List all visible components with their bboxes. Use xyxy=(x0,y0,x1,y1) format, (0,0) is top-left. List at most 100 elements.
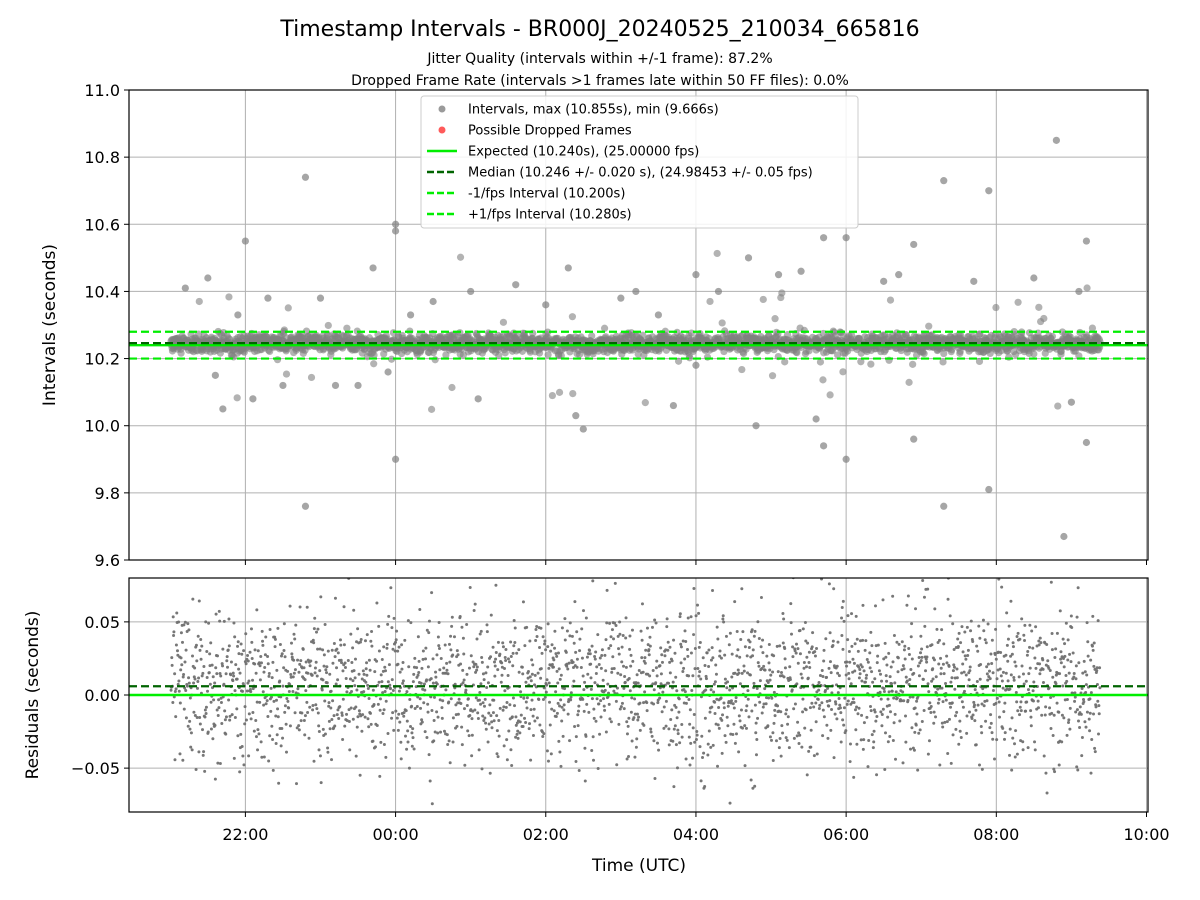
data-point xyxy=(672,785,676,789)
data-point xyxy=(436,715,440,719)
data-point xyxy=(835,664,839,668)
data-point xyxy=(286,699,290,703)
data-point xyxy=(791,655,795,659)
data-point xyxy=(233,394,241,402)
data-point xyxy=(552,709,556,713)
data-point xyxy=(780,724,784,728)
data-point xyxy=(364,667,368,671)
data-point xyxy=(531,663,535,667)
data-point xyxy=(524,721,528,725)
data-point xyxy=(412,747,416,751)
data-point xyxy=(688,722,692,726)
data-point xyxy=(895,696,899,700)
data-point xyxy=(825,675,829,679)
data-point xyxy=(850,612,854,616)
data-point xyxy=(377,649,381,653)
data-point xyxy=(815,752,819,756)
data-point xyxy=(571,660,575,664)
data-point xyxy=(691,756,695,760)
data-point xyxy=(180,663,184,667)
data-point xyxy=(806,676,810,680)
panel-1: 9.69.810.010.210.410.610.811.0Intervals … xyxy=(40,81,1149,570)
data-point xyxy=(547,681,551,685)
data-point xyxy=(501,645,505,649)
data-point xyxy=(318,647,322,651)
data-point xyxy=(550,707,554,711)
data-point xyxy=(260,629,264,633)
data-point xyxy=(462,652,466,656)
data-point xyxy=(365,673,369,677)
data-point xyxy=(525,696,529,700)
data-point xyxy=(737,671,741,675)
data-point xyxy=(206,689,210,693)
data-point xyxy=(781,641,785,645)
data-point xyxy=(253,662,257,666)
data-point xyxy=(178,701,182,705)
data-point xyxy=(835,717,839,721)
data-point xyxy=(691,726,695,730)
data-point xyxy=(767,642,771,646)
data-point xyxy=(748,673,752,677)
data-point xyxy=(313,671,317,675)
data-point xyxy=(533,673,537,677)
data-point xyxy=(770,696,774,700)
data-point xyxy=(661,690,665,694)
data-point xyxy=(735,654,739,658)
data-point xyxy=(530,672,534,676)
data-point xyxy=(609,644,613,648)
data-point xyxy=(616,634,620,638)
data-point xyxy=(581,697,585,701)
data-point xyxy=(631,659,635,663)
data-point xyxy=(880,724,884,728)
data-point xyxy=(297,724,301,728)
data-point xyxy=(807,661,811,665)
outlier-point xyxy=(241,237,249,245)
data-point xyxy=(405,690,409,694)
data-point xyxy=(863,680,867,684)
data-point xyxy=(625,732,629,736)
data-point xyxy=(980,731,984,735)
data-point xyxy=(447,700,451,704)
data-point xyxy=(658,696,662,700)
data-point xyxy=(198,722,202,726)
data-point xyxy=(607,646,611,650)
data-point xyxy=(367,696,371,700)
data-point xyxy=(265,699,269,703)
data-point xyxy=(531,714,535,718)
data-point xyxy=(377,624,381,628)
data-point xyxy=(720,751,724,755)
data-point xyxy=(810,701,814,705)
data-point xyxy=(840,616,844,620)
data-point xyxy=(406,729,410,733)
data-point xyxy=(697,674,701,678)
data-point xyxy=(326,649,330,653)
data-point xyxy=(730,652,734,656)
data-point xyxy=(493,674,497,678)
data-point xyxy=(759,295,767,304)
data-point xyxy=(852,701,856,705)
data-point xyxy=(213,723,217,727)
data-point xyxy=(967,671,971,675)
data-point xyxy=(270,676,274,680)
data-point xyxy=(939,656,943,660)
data-point xyxy=(639,629,643,633)
data-point xyxy=(401,681,405,685)
data-point xyxy=(975,644,979,648)
data-point xyxy=(894,690,898,694)
data-point xyxy=(592,758,596,762)
data-point xyxy=(406,619,410,623)
data-point xyxy=(939,358,947,366)
data-point xyxy=(857,358,865,366)
data-point xyxy=(881,598,885,602)
data-point xyxy=(977,624,981,628)
data-point xyxy=(890,689,894,693)
data-point xyxy=(268,627,272,631)
data-point xyxy=(358,640,362,644)
data-point xyxy=(906,594,910,598)
data-point xyxy=(852,661,856,665)
data-point xyxy=(456,253,465,261)
data-point xyxy=(528,722,532,726)
data-point xyxy=(317,724,321,728)
data-point xyxy=(452,635,456,639)
